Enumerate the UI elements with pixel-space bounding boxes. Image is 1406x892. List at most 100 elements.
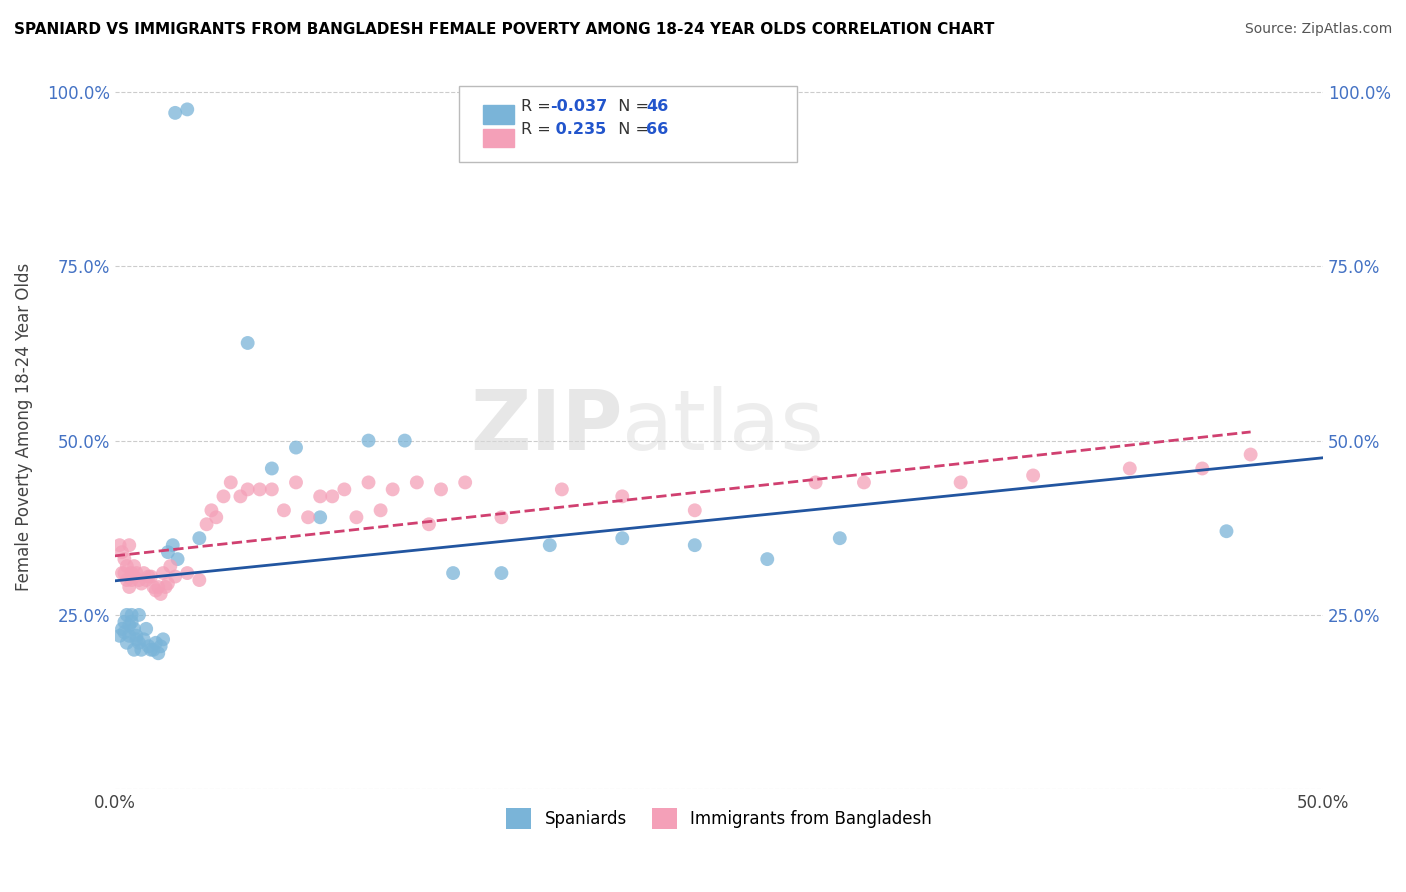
Text: SPANIARD VS IMMIGRANTS FROM BANGLADESH FEMALE POVERTY AMONG 18-24 YEAR OLDS CORR: SPANIARD VS IMMIGRANTS FROM BANGLADESH F… [14,22,994,37]
Point [156,576,179,591]
Point [139,569,162,583]
Point [683,538,706,552]
Point [122,559,145,574]
Point [122,569,145,583]
Point [381,483,404,497]
Point [804,475,827,490]
Point [176,566,198,580]
Point [108,538,131,552]
Point [115,559,138,574]
Point [156,545,179,559]
Point [309,510,332,524]
Point [370,503,392,517]
Point [121,615,143,629]
Point [454,475,477,490]
Point [405,475,427,490]
Point [205,510,228,524]
Point [111,545,134,559]
Point [166,552,188,566]
Point [852,475,875,490]
Text: R =: R = [520,99,555,114]
Point [828,531,851,545]
Point [309,489,332,503]
Point [128,607,150,622]
Point [612,489,634,503]
Point [125,566,148,580]
Bar [484,105,513,123]
Point [491,566,513,580]
Point [285,441,308,455]
Bar [484,128,513,146]
Text: 0.235: 0.235 [550,122,606,137]
Point [430,483,453,497]
Point [188,531,211,545]
Point [125,632,148,647]
Point [152,632,174,647]
Point [1022,468,1045,483]
Point [612,531,634,545]
Point [165,106,187,120]
Point [108,629,131,643]
Point [236,483,259,497]
Point [111,566,134,580]
Point [165,569,187,583]
Point [1239,448,1261,462]
Point [149,640,172,654]
Point [125,629,148,643]
Point [260,483,283,497]
Point [121,573,143,587]
Point [159,559,181,574]
Point [145,636,167,650]
Point [131,642,153,657]
Point [149,587,172,601]
Point [200,503,222,517]
Point [128,573,150,587]
Point [1191,461,1213,475]
Legend: Spaniards, Immigrants from Bangladesh: Spaniards, Immigrants from Bangladesh [499,802,938,835]
Point [297,510,319,524]
Point [142,642,165,657]
Point [121,607,143,622]
Point [756,552,779,566]
Point [346,510,368,524]
Point [949,475,972,490]
Point [441,566,464,580]
Point [162,538,184,552]
Point [333,483,356,497]
Point [122,622,145,636]
Point [212,489,235,503]
Point [176,103,198,117]
Point [1215,524,1237,539]
Point [112,615,135,629]
Point [118,629,141,643]
Point [285,475,308,490]
Point [132,566,155,580]
Point [260,461,283,475]
Point [112,552,135,566]
Text: -0.037: -0.037 [550,99,607,114]
FancyBboxPatch shape [460,86,797,162]
Point [273,503,295,517]
Point [195,517,218,532]
Point [111,622,134,636]
Point [138,640,160,654]
Point [131,576,153,591]
Text: R =: R = [520,122,555,137]
Point [142,580,165,594]
Point [491,510,513,524]
Point [135,622,157,636]
Text: Source: ZipAtlas.com: Source: ZipAtlas.com [1244,22,1392,37]
Text: atlas: atlas [623,386,824,467]
Point [115,636,138,650]
Point [128,636,150,650]
Point [138,569,160,583]
Text: 46: 46 [647,99,669,114]
Point [188,573,211,587]
Point [219,475,242,490]
Point [118,618,141,632]
Point [394,434,416,448]
Point [321,489,343,503]
Point [118,580,141,594]
Point [418,517,440,532]
Point [145,583,167,598]
